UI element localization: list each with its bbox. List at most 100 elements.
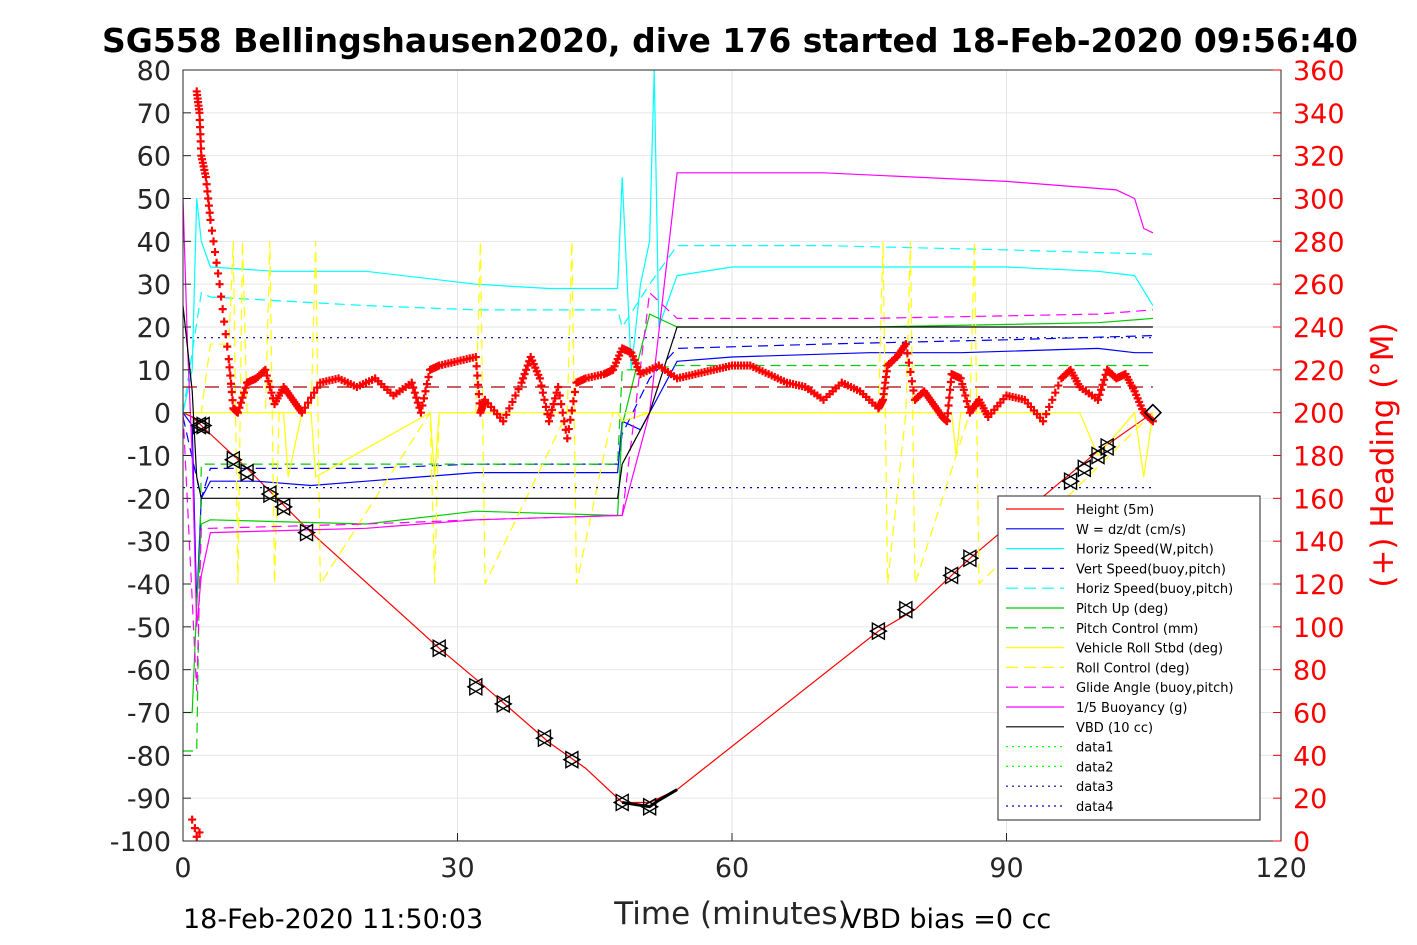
heading-point xyxy=(413,398,422,407)
depth-marker xyxy=(942,566,959,585)
heading-point xyxy=(215,280,224,289)
series-line-1-5-buoyancy-g- xyxy=(183,172,1154,627)
heading-point xyxy=(310,388,319,397)
heading-point xyxy=(207,226,216,235)
heading-point xyxy=(563,434,572,443)
heading-point xyxy=(202,180,211,189)
heading-point xyxy=(564,425,573,434)
depth-marker xyxy=(196,416,213,435)
heading-point xyxy=(224,355,233,364)
bottom-segment xyxy=(621,788,678,809)
heading-point xyxy=(903,349,912,358)
right-tick-label: 140 xyxy=(1293,527,1345,558)
right-tick-label: 0 xyxy=(1293,827,1310,858)
heading-point xyxy=(535,374,544,383)
heading-point xyxy=(418,401,427,410)
right-tick-label: 360 xyxy=(1293,56,1345,87)
right-tick-label: 200 xyxy=(1293,399,1345,430)
heading-point xyxy=(537,381,546,390)
heading-point xyxy=(540,395,549,404)
heading-point xyxy=(474,380,483,389)
heading-point xyxy=(519,374,528,383)
heading-point xyxy=(423,380,431,389)
depth-marker xyxy=(1077,459,1094,478)
depth-marker xyxy=(274,497,291,517)
heading-point xyxy=(1098,380,1107,389)
heading-point xyxy=(261,365,270,374)
heading-point xyxy=(945,393,954,402)
right-tick-label: 260 xyxy=(1293,270,1345,301)
right-axis-label: (+) Heading (°M) xyxy=(1365,322,1401,587)
heading-point xyxy=(962,397,971,406)
x-tick-label: 120 xyxy=(1255,853,1307,884)
heading-point xyxy=(201,173,210,182)
heading-point xyxy=(203,187,212,196)
legend-label: 1/5 Buoyancy (g) xyxy=(1076,701,1187,716)
heading-point xyxy=(196,130,205,139)
heading-point xyxy=(421,387,430,396)
y-tick-label: -100 xyxy=(110,827,171,858)
heading-point xyxy=(523,361,532,370)
depth-marker xyxy=(432,639,449,658)
y-tick-label: 10 xyxy=(137,356,171,387)
legend-label: data4 xyxy=(1076,800,1114,815)
heading-point xyxy=(569,397,578,406)
heading-point xyxy=(471,352,480,361)
y-tick-label: -60 xyxy=(127,656,171,687)
right-tick-label: 60 xyxy=(1293,699,1327,730)
heading-point xyxy=(472,362,481,371)
right-tick-label: 340 xyxy=(1293,99,1345,130)
right-tick-label: 160 xyxy=(1293,484,1345,515)
heading-point xyxy=(1042,410,1051,419)
heading-point xyxy=(946,377,955,386)
heading-point xyxy=(204,201,213,210)
legend-label: data1 xyxy=(1076,741,1114,756)
depth-marker xyxy=(565,750,582,769)
heading-point xyxy=(195,828,204,837)
heading-point xyxy=(943,417,952,426)
depth-marker xyxy=(260,484,277,504)
y-tick-label: 50 xyxy=(137,185,171,216)
legend-label: Glide Angle (buoy,pitch) xyxy=(1076,681,1234,696)
depth-marker xyxy=(944,566,962,585)
heading-point xyxy=(195,115,204,124)
right-tick-label: 320 xyxy=(1293,142,1345,173)
heading-point xyxy=(943,409,952,418)
heading-series xyxy=(188,87,1157,841)
heading-point xyxy=(212,258,221,267)
depth-marker xyxy=(429,639,446,658)
y-tick-label: -50 xyxy=(127,613,171,644)
heading-point xyxy=(545,417,553,426)
legend-label: W = dz/dt (cm/s) xyxy=(1076,523,1186,538)
depth-marker xyxy=(868,621,886,641)
heading-point xyxy=(297,408,306,417)
heading-point xyxy=(205,208,214,217)
depth-marker xyxy=(226,450,243,469)
heading-point xyxy=(235,403,244,412)
series-line-glide-angle-buoy-pitch- xyxy=(183,291,1153,692)
footer-vbd-bias: VBD bias =0 cc xyxy=(843,904,1051,935)
heading-point xyxy=(566,415,575,424)
heading-point xyxy=(944,401,953,410)
heading-point xyxy=(1097,385,1106,394)
heading-point xyxy=(218,305,227,314)
heading-point xyxy=(407,378,416,387)
heading-point xyxy=(419,394,428,403)
depth-marker xyxy=(237,463,254,482)
heading-point xyxy=(956,374,965,383)
heading-point xyxy=(958,380,967,389)
depth-marker xyxy=(899,600,916,619)
right-tick-label: 220 xyxy=(1293,356,1345,387)
heading-point xyxy=(307,393,316,402)
heading-point xyxy=(265,382,274,391)
heading-point xyxy=(228,396,237,405)
depth-marker xyxy=(297,523,314,542)
depth-marker xyxy=(1088,446,1105,465)
chart-title: SG558 Bellingshausen2020, dive 176 start… xyxy=(102,21,1358,60)
legend-label: data2 xyxy=(1076,760,1114,775)
depth-marker xyxy=(1091,446,1108,465)
heading-point xyxy=(240,388,248,397)
heading-point xyxy=(196,123,205,132)
heading-point xyxy=(188,815,197,824)
